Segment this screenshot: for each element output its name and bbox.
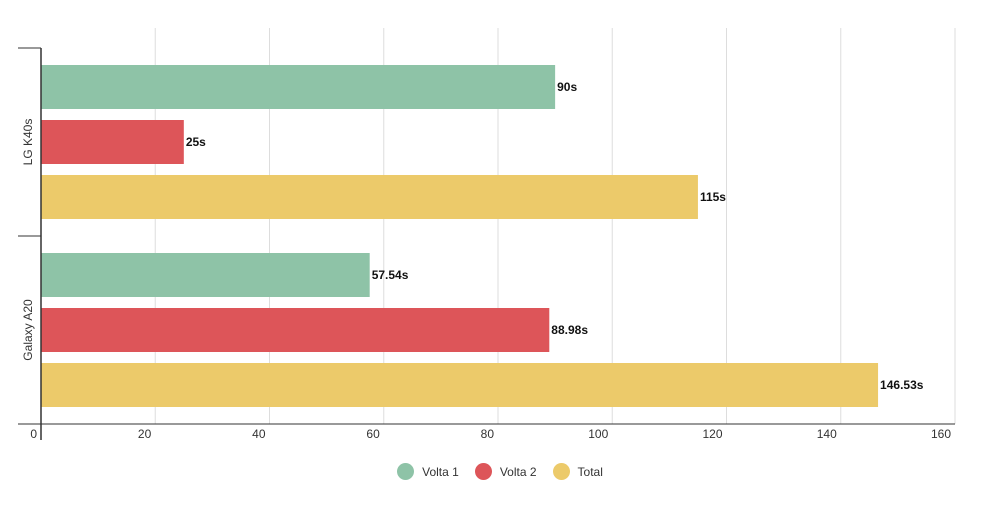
data-label-total: 146.53s (880, 378, 924, 392)
bar-total (41, 363, 879, 407)
legend-label-volta-2: Volta 2 (499, 464, 537, 479)
x-tick-label: 40 (252, 427, 266, 441)
legend-item-volta-2: Volta 2 (474, 463, 537, 480)
legend-label-volta-1: Volta 1 (422, 464, 459, 479)
legend-swatch-volta-2 (474, 463, 492, 480)
x-tick-label: 60 (366, 427, 380, 441)
data-label-volta-2: 25s (186, 135, 206, 149)
legend-label-total: Total (577, 464, 603, 479)
data-label-total: 115s (700, 190, 726, 204)
data-label-volta-2: 88.98s (551, 323, 588, 337)
x-tick-label: 140 (817, 427, 837, 441)
x-tick-label: 80 (481, 427, 495, 441)
data-label-volta-1: 57.54s (372, 268, 409, 282)
x-tick-label: 160 (931, 427, 951, 441)
legend: Volta 1 Volta 2 Total (0, 463, 1000, 480)
category-label: LG K40s (21, 119, 35, 166)
bar-volta-1 (41, 253, 370, 297)
x-tick-label: 20 (138, 427, 152, 441)
bar-volta-2 (41, 120, 184, 164)
bar-total (41, 175, 698, 219)
data-label-volta-1: 90s (557, 80, 577, 94)
category-label: Galaxy A20 (21, 299, 35, 361)
legend-item-volta-1: Volta 1 (397, 463, 459, 480)
legend-swatch-total (552, 463, 570, 480)
bar-volta-1 (41, 65, 556, 109)
legend-swatch-volta-1 (397, 463, 415, 480)
x-tick-label: 0 (30, 427, 37, 441)
x-tick-label: 100 (588, 427, 608, 441)
bar-volta-2 (41, 308, 550, 352)
x-tick-label: 120 (702, 427, 722, 441)
legend-item-total: Total (552, 463, 603, 480)
